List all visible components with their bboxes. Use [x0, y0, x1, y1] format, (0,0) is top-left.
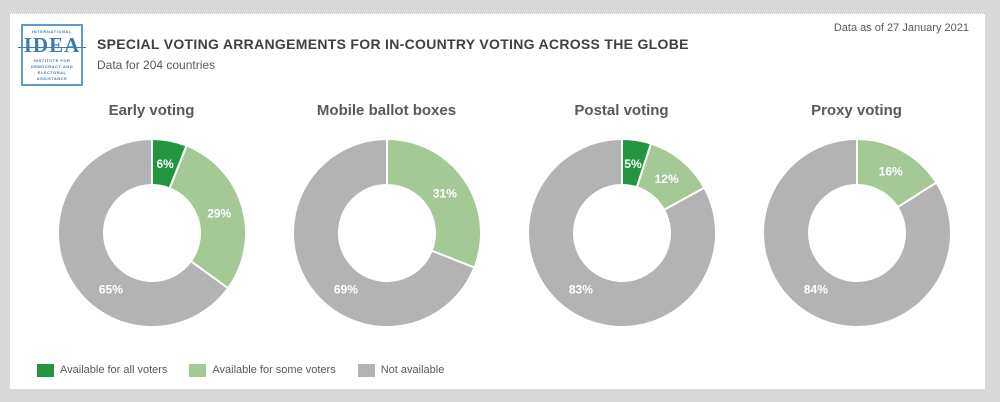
legend-item-all-voters: Available for all voters — [37, 363, 167, 377]
donut-slice-not-available — [761, 137, 952, 328]
chart-title: Early voting — [108, 102, 195, 119]
chart-title: Mobile ballot boxes — [316, 102, 457, 119]
chart-proxy-voting: Proxy voting 16% 84% — [739, 102, 974, 335]
legend-swatch-some-voters — [189, 363, 207, 377]
logo-acronym: IDEA — [23, 32, 81, 57]
page-subtitle: Data for 204 countries — [97, 58, 216, 72]
logo-institute-text: INSTITUTE FOR DEMOCRACY AND ELECTORAL AS… — [30, 57, 74, 81]
chart-mobile-ballot-boxes: Mobile ballot boxes 31% 69% — [269, 102, 504, 335]
idea-logo: INTERNATIONAL IDEA INSTITUTE FOR DEMOCRA… — [17, 24, 87, 86]
donut-slice-not-available — [291, 137, 476, 328]
chart-title: Proxy voting — [811, 102, 902, 119]
slice-label-not-available: 83% — [568, 283, 592, 297]
charts-row: Early voting 6% 29% 65% Mobile ballot boxes 3… — [10, 102, 985, 335]
legend-item-not-available: Not available — [357, 363, 445, 377]
logo-acronym-wrap: IDEA — [17, 32, 87, 57]
donut-slice-some-voters — [167, 144, 247, 290]
donut-chart: 5% 12% 83% — [526, 137, 717, 328]
header: INTERNATIONAL IDEA INSTITUTE FOR DEMOCRA… — [10, 14, 985, 86]
donut-chart: 6% 29% 65% — [56, 137, 247, 328]
slice-label-some-voters: 29% — [207, 206, 231, 220]
donut-slice-some-voters — [385, 137, 482, 269]
logo-international-text: INTERNATIONAL — [31, 28, 73, 34]
slice-label-not-available: 65% — [98, 283, 122, 297]
title-block: SPECIAL VOTING ARRANGEMENTS FOR IN-COUNT… — [97, 24, 689, 86]
legend-item-some-voters: Available for some voters — [189, 363, 336, 377]
donut-chart: 31% 69% — [291, 137, 482, 328]
legend: Available for all voters Available for so… — [10, 363, 985, 377]
legend-label: Available for some voters — [212, 364, 336, 376]
slice-label-not-available: 84% — [803, 283, 827, 297]
legend-label: Not available — [380, 364, 445, 376]
donut-slice-not-available — [526, 137, 717, 328]
date-note: Data as of 27 January 2021 — [833, 22, 969, 34]
slice-label-all-voters: 5% — [624, 157, 642, 171]
logo-rule-line — [17, 47, 87, 49]
slice-label-some-voters: 16% — [878, 165, 902, 179]
legend-swatch-not-available — [357, 363, 375, 377]
page-title: SPECIAL VOTING ARRANGEMENTS FOR IN-COUNT… — [97, 36, 689, 52]
slice-label-not-available: 69% — [333, 283, 357, 297]
legend-label: Available for all voters — [60, 364, 168, 376]
slice-label-some-voters: 31% — [432, 187, 456, 201]
chart-title: Postal voting — [574, 102, 669, 119]
slice-label-all-voters: 6% — [156, 157, 174, 171]
donut-chart: 16% 84% — [761, 137, 952, 328]
chart-early-voting: Early voting 6% 29% 65% — [34, 102, 269, 335]
chart-postal-voting: Postal voting 5% 12% 83% — [504, 102, 739, 335]
slice-label-some-voters: 12% — [654, 172, 678, 186]
legend-swatch-all-voters — [37, 363, 54, 377]
infographic-card: Data as of 27 January 2021 INTERNATIONAL… — [10, 13, 985, 389]
donut-slice-not-available — [56, 137, 229, 328]
